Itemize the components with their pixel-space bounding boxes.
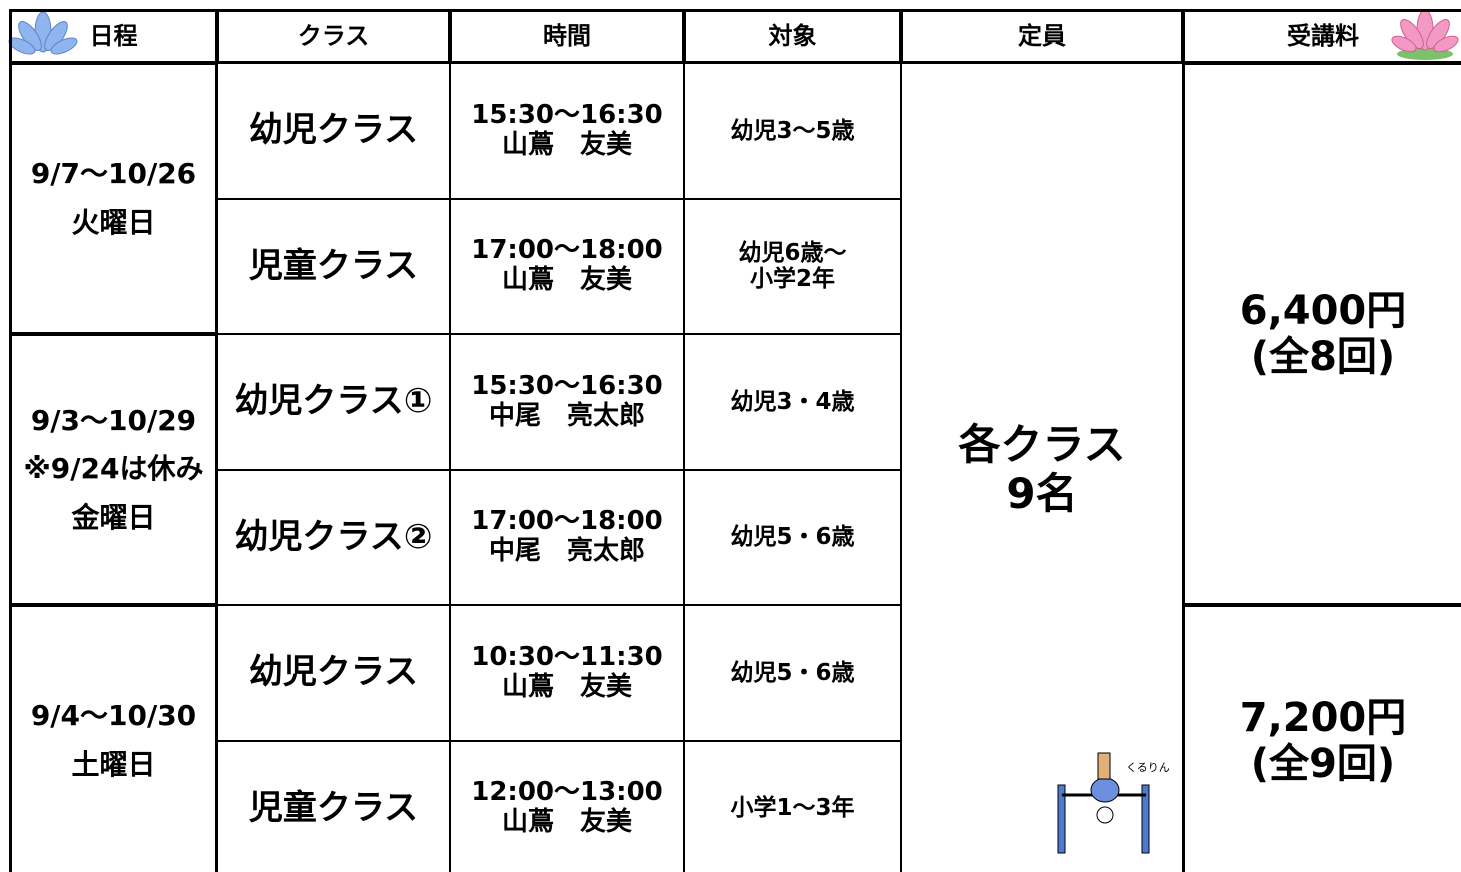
header-cell-text: 対象 [768, 21, 817, 50]
schedule-cell-text: 火曜日 [71, 205, 156, 239]
schedule-cell: 9/3～10/29 ※9/24は休み 金曜日 [9, 333, 218, 606]
schedule-cell-text: 金曜日 [71, 500, 156, 534]
class-name-cell: 幼児クラス② [216, 468, 451, 606]
target-cell-text: 幼児5・6歳 [730, 524, 855, 551]
fee-cell-text: 7,200円 [1239, 694, 1407, 741]
header-cell: クラス [216, 9, 451, 64]
target-cell: 幼児5・6歳 [683, 468, 902, 606]
target-cell: 幼児3・4歳 [683, 333, 902, 471]
target-cell: 幼児5・6歳 [683, 604, 902, 742]
schedule-cell: 9/7～10/26 火曜日 [9, 62, 218, 335]
illustration-caption: くるりん! [1126, 761, 1170, 774]
header-cell: 定員 [900, 9, 1184, 64]
header-cell-text: 定員 [1018, 21, 1066, 50]
time-cell-text: 10:30～11:30 [471, 641, 663, 672]
time-cell-text: 中尾 亮太郎 [488, 536, 645, 567]
fee-cell: 6,400円 (全8回) [1182, 62, 1461, 606]
time-cell-text: 12:00～13:00 [471, 777, 663, 808]
schedule-cell-text: ※9/24は休み [23, 452, 204, 486]
time-cell: 12:00～13:00 山蔦 友美 [449, 739, 685, 872]
capacity-cell-text: 9名 [1006, 468, 1078, 518]
target-cell-text: 幼児6歳～ [738, 239, 847, 266]
time-cell-text: 山蔦 友美 [501, 265, 632, 296]
bar-kid-illustration: くるりん! [1057, 752, 1170, 854]
pink-lotus-icon [1391, 9, 1459, 60]
time-cell: 15:30～16:30 中尾 亮太郎 [449, 333, 685, 471]
time-cell-text: 山蔦 友美 [501, 671, 632, 702]
header-cell-text: 時間 [543, 21, 591, 50]
target-cell: 小学1～3年 [683, 739, 902, 872]
class-name-cell-text: 幼児クラス [248, 652, 419, 693]
target-cell: 幼児6歳～ 小学2年 [683, 197, 902, 335]
header-cell-text: クラス [297, 21, 370, 50]
fee-cell-text: 6,400円 [1239, 288, 1407, 334]
target-cell-text: 小学2年 [749, 266, 835, 293]
schedule-cell-text: 9/4～10/30 [30, 699, 197, 733]
capacity-cell-text: 各クラス [958, 420, 1126, 470]
header-cell: 受講料 [1182, 9, 1461, 64]
schedule-cell-text: 9/7～10/26 [30, 157, 197, 191]
class-name-cell: 児童クラス [216, 197, 451, 335]
time-cell-text: 17:00～18:00 [471, 235, 663, 266]
target-cell: 幼児3～5歳 [683, 62, 902, 200]
class-name-cell: 児童クラス [216, 739, 451, 872]
class-name-cell-text: 幼児クラス [248, 110, 419, 151]
schedule-cell: 9/4～10/30 土曜日 [9, 604, 218, 872]
time-cell: 15:30～16:30 山蔦 友美 [449, 62, 685, 200]
time-cell: 17:00～18:00 山蔦 友美 [449, 197, 685, 335]
class-name-cell-text: 児童クラス [248, 787, 419, 828]
class-name-cell: 幼児クラス① [216, 333, 451, 471]
time-cell-text: 中尾 亮太郎 [488, 400, 645, 431]
class-name-cell-text: 児童クラス [248, 245, 419, 286]
fee-cell-text: (全9回) [1250, 740, 1396, 787]
time-cell-text: 15:30～16:30 [471, 370, 663, 401]
class-name-cell: 幼児クラス [216, 604, 451, 742]
header-cell: 対象 [683, 9, 902, 64]
time-cell-text: 山蔦 友美 [501, 129, 632, 160]
schedule-cell-text: 9/3～10/29 [30, 404, 197, 438]
target-cell-text: 幼児3～5歳 [730, 117, 855, 144]
blue-lotus-icon [8, 11, 78, 55]
header-cell: 日程 [9, 9, 218, 64]
time-cell: 17:00～18:00 中尾 亮太郎 [449, 468, 685, 606]
class-name-cell: 幼児クラス [216, 62, 451, 200]
time-cell: 10:30～11:30 山蔦 友美 [449, 604, 685, 742]
time-cell-text: 15:30～16:30 [471, 99, 663, 130]
header-cell: 時間 [449, 9, 685, 64]
header-cell-text: 日程 [89, 21, 138, 50]
time-cell-text: 17:00～18:00 [471, 506, 663, 537]
target-cell-text: 幼児5・6歳 [730, 659, 855, 686]
fee-cell-text: (全8回) [1250, 334, 1396, 380]
class-name-cell-text: 幼児クラス① [234, 381, 433, 422]
schedule-cell-text: 土曜日 [71, 747, 156, 781]
class-name-cell-text: 幼児クラス② [234, 516, 433, 557]
fee-cell: 7,200円 (全9回) [1182, 604, 1461, 872]
time-cell-text: 山蔦 友美 [501, 807, 632, 838]
header-cell-text: 受講料 [1287, 21, 1359, 50]
target-cell-text: 幼児3・4歳 [730, 388, 855, 415]
target-cell-text: 小学1～3年 [730, 795, 855, 822]
